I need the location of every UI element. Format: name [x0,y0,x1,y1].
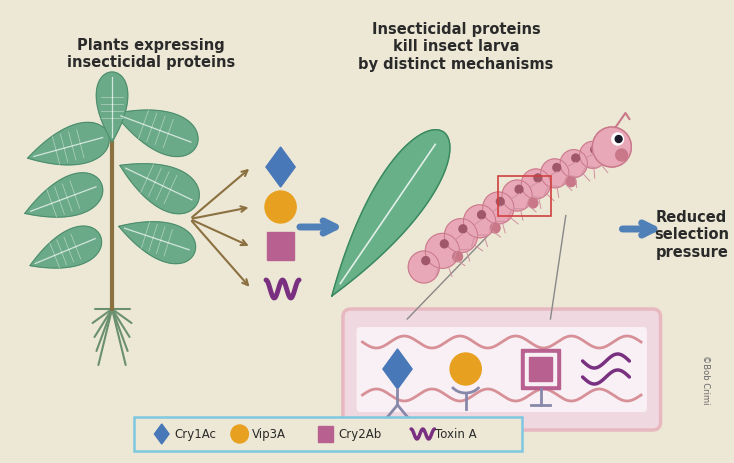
Circle shape [612,134,623,146]
Polygon shape [30,226,101,269]
Text: Plants expressing
insecticidal proteins: Plants expressing insecticidal proteins [67,38,235,70]
Circle shape [580,142,606,169]
Circle shape [566,177,576,187]
Polygon shape [383,349,412,389]
Circle shape [453,252,462,262]
Circle shape [444,219,478,253]
FancyBboxPatch shape [343,309,661,430]
FancyBboxPatch shape [134,417,522,451]
Circle shape [560,150,587,178]
Polygon shape [332,131,450,296]
Circle shape [541,159,569,188]
Circle shape [463,206,495,238]
Circle shape [440,240,448,248]
Circle shape [422,257,429,265]
Bar [498,176,551,216]
Circle shape [592,128,631,168]
Bar [525,353,556,385]
Bar [521,349,560,389]
Circle shape [615,136,622,143]
Polygon shape [266,148,295,188]
Circle shape [425,234,459,269]
Circle shape [616,150,628,162]
Circle shape [528,199,538,208]
Circle shape [572,155,580,163]
Circle shape [450,353,482,385]
Circle shape [502,181,532,212]
Circle shape [265,192,297,224]
Text: Cry2Ab: Cry2Ab [338,427,382,441]
Circle shape [478,211,485,219]
Circle shape [231,425,248,443]
Circle shape [459,225,467,233]
Circle shape [408,251,440,283]
Text: Insecticidal proteins
kill insect larva
by distinct mechanisms: Insecticidal proteins kill insect larva … [358,22,553,72]
Polygon shape [119,222,195,264]
Circle shape [521,169,550,200]
Bar [318,426,333,442]
Polygon shape [120,164,200,214]
Polygon shape [96,73,128,143]
Circle shape [490,224,500,233]
Circle shape [483,193,514,225]
Polygon shape [115,111,198,157]
Circle shape [592,128,631,168]
Bar [529,357,553,381]
Circle shape [591,146,599,154]
Circle shape [515,186,523,194]
Polygon shape [154,424,169,444]
Circle shape [553,164,561,172]
Polygon shape [25,174,103,218]
Text: Toxin A: Toxin A [435,427,477,441]
Text: Cry1Ac: Cry1Ac [175,427,217,441]
Bar [267,232,294,260]
Text: Reduced
selection
pressure: Reduced selection pressure [654,210,729,259]
Text: ©Bob Crimi: ©Bob Crimi [701,355,710,404]
Text: Vip3A: Vip3A [252,427,286,441]
Circle shape [534,175,542,182]
FancyBboxPatch shape [357,327,647,412]
Circle shape [496,198,504,206]
Polygon shape [28,123,109,165]
